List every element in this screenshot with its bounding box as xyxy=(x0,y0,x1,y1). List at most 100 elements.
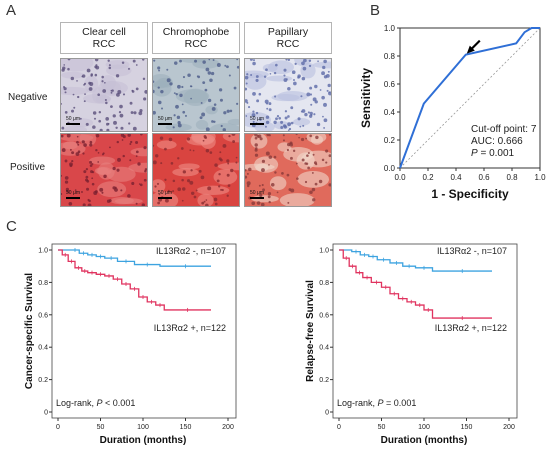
km-relapse-free-chart: 0 50 100 150 200 0 0.2 0.4 0.6 0.8 1.0 IL13Rα2 -, n… xyxy=(305,243,518,446)
y-tick-label: 0.2 xyxy=(38,377,48,384)
km-curve-negative xyxy=(58,249,211,267)
micrograph-texture xyxy=(153,134,239,206)
scale-bar: 50 μm xyxy=(158,190,172,199)
scale-bar-label: 50 μm xyxy=(250,116,264,122)
column-header-chromophobe: Chromophobe RCC xyxy=(152,22,240,54)
logrank-label: Log-rank, xyxy=(56,398,97,408)
x-tick-label: 0 xyxy=(56,424,60,431)
km-plot-frame xyxy=(51,243,237,419)
km-y-axis-label: Cancer-specific Survival xyxy=(24,273,35,389)
scale-bar: 50 μm xyxy=(66,190,80,199)
roc-curve xyxy=(399,27,540,169)
x-tick-label: 50 xyxy=(97,424,105,431)
y-tick-label: 0.2 xyxy=(319,377,329,384)
row-label-positive: Positive xyxy=(10,162,46,173)
column-header-line2: RCC xyxy=(276,38,300,50)
logrank-value: = 0.001 xyxy=(384,398,417,408)
logrank-p: P xyxy=(378,398,384,408)
column-header-line2: RCC xyxy=(184,38,208,50)
micrograph-positive-clear-cell xyxy=(60,133,148,207)
y-tick-label: 0.4 xyxy=(384,108,396,117)
panel-c-letter: C xyxy=(6,218,17,235)
series-label-negative: IL13Rα2 -, n=107 xyxy=(156,246,226,256)
panel-a-letter: A xyxy=(6,2,17,19)
y-tick-label: 1.0 xyxy=(384,24,396,33)
y-tick-label: 0 xyxy=(325,410,329,417)
x-tick-label: 150 xyxy=(461,424,473,431)
p-label: P xyxy=(471,148,478,159)
roc-annotation: Cut-off point: 7 AUC: 0.666 P = 0.001 xyxy=(471,124,536,160)
micrograph-texture xyxy=(61,59,147,131)
p-value-text: P = 0.001 xyxy=(471,148,536,160)
logrank-value: < 0.001 xyxy=(103,398,136,408)
x-tick-label: 50 xyxy=(378,424,386,431)
km-curve-positive xyxy=(58,249,211,311)
panel-b-letter: B xyxy=(370,2,381,19)
x-tick-label: 0.4 xyxy=(450,173,462,182)
column-header-line1: Clear cell xyxy=(82,26,126,38)
scale-bar-label: 50 μm xyxy=(158,190,172,196)
y-tick-label: 0.6 xyxy=(319,312,329,319)
column-header-line1: Chromophobe xyxy=(162,26,230,38)
roc-y-axis-label: Sensitivity xyxy=(359,68,373,128)
x-tick-label: 0.0 xyxy=(394,173,406,182)
scale-bar: 50 μm xyxy=(250,190,264,199)
x-tick-label: 100 xyxy=(418,424,430,431)
roc-x-axis-label: 1 - Specificity xyxy=(431,187,509,201)
x-tick-label: 0 xyxy=(337,424,341,431)
y-tick-label: 0.6 xyxy=(38,312,48,319)
scale-bar-label: 50 μm xyxy=(250,190,264,196)
scale-bar: 50 μm xyxy=(158,116,172,125)
y-tick-label: 0.8 xyxy=(384,52,396,61)
micrograph-texture xyxy=(153,59,239,131)
km-cancer-specific-chart: 0 50 100 150 200 0 0.2 0.4 0.6 0.8 1.0 IL13Rα2 -, n… xyxy=(24,243,237,446)
roc-reference-line xyxy=(399,27,541,169)
logrank-text: Log-rank, P < 0.001 xyxy=(56,398,135,408)
micrograph-negative-papillary xyxy=(244,58,332,132)
row-label-negative: Negative xyxy=(8,92,48,103)
km-plot-frame xyxy=(332,243,518,419)
scale-bar-label: 50 μm xyxy=(66,190,80,196)
p-value: = 0.001 xyxy=(477,148,515,159)
scale-bar-label: 50 μm xyxy=(66,116,80,122)
x-tick-label: 200 xyxy=(222,424,234,431)
micrograph-texture xyxy=(245,59,331,131)
auc-text: AUC: 0.666 xyxy=(471,136,523,147)
y-tick-label: 0 xyxy=(44,410,48,417)
roc-plot-frame xyxy=(399,27,541,169)
y-tick-label: 0.2 xyxy=(384,136,396,145)
km-curve-positive xyxy=(339,249,492,319)
y-tick-label: 1.0 xyxy=(38,248,48,255)
micrograph-positive-chromophobe xyxy=(152,133,240,207)
scale-bar-label: 50 μm xyxy=(158,116,172,122)
roc-chart: 0.0 0.2 0.4 0.6 0.8 1.0 0.0 0.2 0.4 0.6 0.8 1.0 1 - … xyxy=(359,24,546,201)
x-tick-label: 200 xyxy=(503,424,515,431)
logrank-label: Log-rank, xyxy=(337,398,378,408)
x-tick-label: 0.8 xyxy=(506,173,518,182)
micrograph-negative-clear-cell xyxy=(60,58,148,132)
series-label-positive: IL13Rα2 +, n=122 xyxy=(435,323,507,333)
series-label-positive: IL13Rα2 +, n=122 xyxy=(154,323,226,333)
cutoff-arrow-head xyxy=(466,45,475,54)
x-tick-label: 0.6 xyxy=(478,173,490,182)
km-x-axis-label: Duration (months) xyxy=(100,435,187,446)
y-tick-label: 0.6 xyxy=(384,80,396,89)
logrank-text: Log-rank, P = 0.001 xyxy=(337,398,416,408)
column-header-papillary: Papillary RCC xyxy=(244,22,332,54)
y-tick-label: 0.8 xyxy=(38,280,48,287)
micrograph-positive-papillary xyxy=(244,133,332,207)
scale-bar: 50 μm xyxy=(66,116,80,125)
column-header-clear-cell: Clear cell RCC xyxy=(60,22,148,54)
y-tick-label: 0.0 xyxy=(384,164,396,173)
x-tick-label: 100 xyxy=(137,424,149,431)
y-tick-label: 0.4 xyxy=(319,345,329,352)
y-tick-label: 1.0 xyxy=(319,248,329,255)
km-x-axis-label: Duration (months) xyxy=(381,435,468,446)
logrank-p: P xyxy=(97,398,103,408)
column-header-line1: Papillary xyxy=(267,26,309,38)
km-y-axis-label: Relapse-free Survival xyxy=(305,280,316,382)
cutoff-text: Cut-off point: 7 xyxy=(471,124,537,135)
column-header-line2: RCC xyxy=(92,38,116,50)
x-tick-label: 150 xyxy=(180,424,192,431)
y-tick-label: 0.4 xyxy=(38,345,48,352)
